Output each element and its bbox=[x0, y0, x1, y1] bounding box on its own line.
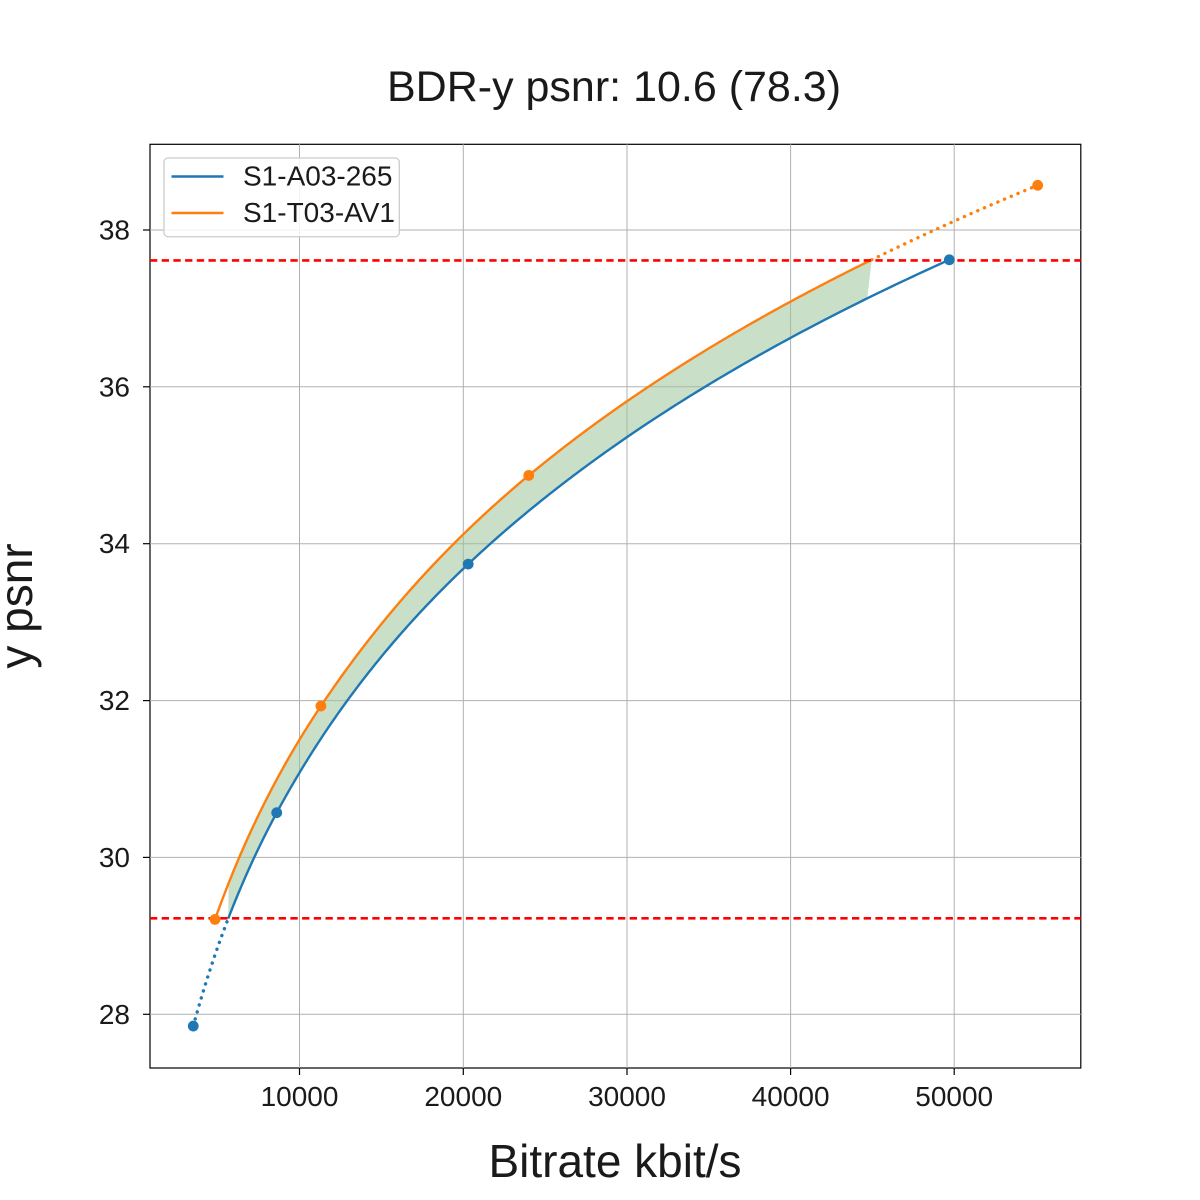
svg-text:36: 36 bbox=[99, 371, 130, 402]
svg-text:y psnr: y psnr bbox=[0, 543, 42, 668]
svg-text:34: 34 bbox=[99, 528, 130, 559]
svg-text:30: 30 bbox=[99, 842, 130, 873]
svg-text:10000: 10000 bbox=[261, 1081, 339, 1112]
svg-text:50000: 50000 bbox=[915, 1081, 993, 1112]
svg-text:S1-T03-AV1: S1-T03-AV1 bbox=[243, 197, 395, 228]
svg-text:30000: 30000 bbox=[588, 1081, 666, 1112]
svg-text:Bitrate kbit/s: Bitrate kbit/s bbox=[488, 1135, 741, 1187]
svg-text:40000: 40000 bbox=[752, 1081, 830, 1112]
svg-text:BDR-y psnr: 10.6 (78.3): BDR-y psnr: 10.6 (78.3) bbox=[387, 63, 841, 111]
svg-text:S1-A03-265: S1-A03-265 bbox=[243, 161, 392, 192]
svg-text:32: 32 bbox=[99, 685, 130, 716]
svg-text:28: 28 bbox=[99, 999, 130, 1030]
svg-text:20000: 20000 bbox=[424, 1081, 502, 1112]
svg-text:38: 38 bbox=[99, 215, 130, 246]
